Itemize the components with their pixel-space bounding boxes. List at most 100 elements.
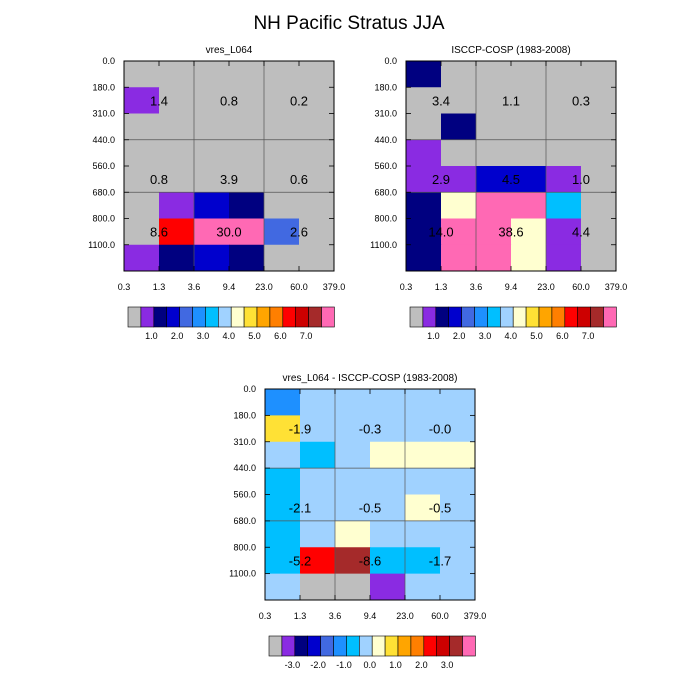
x-tick-label: 3.6	[470, 282, 483, 292]
heatmap-cell	[476, 113, 512, 141]
colorbar-swatch	[308, 306, 322, 328]
colorbar-label: 6.0	[556, 331, 569, 341]
x-tick-label: 379.0	[323, 282, 346, 292]
heatmap-cell	[441, 218, 477, 246]
y-tick-label: 680.0	[374, 187, 397, 197]
colorbar-label: 3.0	[441, 660, 454, 670]
colorbar-swatch	[269, 306, 284, 328]
colorbar-label: 7.0	[300, 331, 313, 341]
heatmap-cell	[229, 139, 265, 167]
x-tick-label: 1.3	[294, 611, 307, 621]
cell-value-label: -0.0	[429, 422, 451, 437]
heatmap-title: vres_L064 - ISCCP-COSP (1983-2008)	[283, 373, 458, 384]
heatmap-cell	[370, 441, 406, 469]
heatmap-cell	[370, 494, 406, 522]
heatmap-cell	[405, 441, 441, 469]
cell-value-label: -5.2	[289, 553, 311, 568]
y-tick-label: 180.0	[374, 82, 397, 92]
heatmap-cell	[124, 218, 160, 246]
cell-value-label: -0.5	[429, 501, 451, 516]
heatmap-cell	[335, 389, 371, 416]
y-tick-label: 800.0	[92, 214, 115, 224]
cell-value-label: 1.4	[150, 93, 168, 108]
heatmap-cell	[299, 244, 335, 272]
heatmap-cell	[546, 113, 582, 141]
heatmap-cell	[406, 139, 442, 167]
heatmap-cell	[476, 244, 512, 272]
colorbar-swatch	[256, 306, 271, 328]
y-tick-label: 440.0	[374, 135, 397, 145]
cell-value-label: 1.0	[572, 172, 590, 187]
colorbar-swatch	[179, 306, 193, 328]
heatmap-cell	[511, 139, 547, 167]
heatmap-cell	[264, 192, 300, 219]
heatmap-cell	[194, 113, 230, 141]
x-tick-label: 9.4	[364, 611, 377, 621]
heatmap-vres: vres_L064 0.3 1.3 3.6 9.4 23.0 60.0 379.0 0.0 180…	[88, 45, 345, 341]
cell-value-label: 14.0	[428, 225, 453, 240]
heatmap-cell	[581, 244, 617, 272]
heatmap-cell	[511, 87, 547, 114]
heatmap-cell	[159, 166, 195, 193]
heatmap-cell	[159, 218, 195, 246]
cell-value-label: 3.4	[432, 93, 450, 108]
heatmap-cell	[441, 244, 477, 272]
heatmap-cell	[265, 573, 301, 601]
colorbar-swatch	[423, 635, 437, 657]
heatmap-cell	[335, 494, 371, 522]
heatmap-cell	[511, 192, 547, 219]
heatmap-cell	[335, 441, 371, 469]
x-tick-label: 379.0	[605, 282, 628, 292]
heatmap-cell	[299, 192, 335, 219]
heatmap-cell	[229, 244, 265, 272]
x-tick-label: 60.0	[290, 282, 308, 292]
y-tick-label: 310.0	[374, 109, 397, 119]
x-tick-label: 23.0	[255, 282, 273, 292]
colorbar-label: 5.0	[530, 331, 543, 341]
colorbar-label: 4.0	[222, 331, 235, 341]
cell-value-label: -0.3	[359, 422, 381, 437]
x-tick-label: 60.0	[431, 611, 449, 621]
y-tick-label: 440.0	[233, 463, 256, 473]
colorbar-swatch	[166, 306, 180, 328]
colorbar-label: -2.0	[310, 660, 326, 670]
x-tick-label: 0.3	[118, 282, 131, 292]
colorbar-swatch	[243, 306, 258, 328]
heatmap-cell	[124, 192, 160, 219]
colorbar-swatch	[462, 635, 476, 657]
heatmap-cell	[370, 389, 406, 416]
heatmap-cell	[440, 573, 476, 601]
heatmap-cell	[405, 468, 441, 496]
colorbar-label: 1.0	[427, 331, 440, 341]
x-tick-label: 0.3	[259, 611, 272, 621]
colorbar-label: 7.0	[582, 331, 595, 341]
cell-value-label: 2.9	[432, 172, 450, 187]
y-tick-label: 680.0	[92, 187, 115, 197]
y-tick-label: 800.0	[233, 542, 256, 552]
heatmap-cell	[264, 61, 300, 88]
heatmap-diff: vres_L064 - ISCCP-COSP (1983-2008) 0.3 1.3…	[229, 373, 486, 670]
colorbar-swatch	[512, 306, 527, 328]
heatmap-cell	[440, 494, 476, 522]
cell-value-label: 4.5	[502, 172, 520, 187]
heatmap-cell	[335, 573, 371, 601]
heatmap-cell	[405, 520, 441, 548]
colorbar-label: 4.0	[504, 331, 517, 341]
colorbar-swatch	[218, 306, 232, 328]
heatmap-cell	[124, 61, 160, 88]
heatmap-cell	[194, 87, 230, 114]
colorbar-swatch	[384, 635, 399, 657]
heatmap-cell	[265, 547, 301, 575]
heatmap-cell	[265, 441, 301, 469]
heatmap-cell	[441, 139, 477, 167]
heatmap-cell	[300, 468, 336, 496]
colorbar-label: -1.0	[336, 660, 352, 670]
heatmap-cell	[511, 166, 547, 193]
colorbar-swatch	[474, 306, 488, 328]
figure-title: NH Pacific Stratus JJA	[253, 13, 444, 34]
heatmap-cell	[159, 192, 195, 219]
cell-value-label: -8.6	[359, 553, 381, 568]
heatmap-cell	[440, 441, 476, 469]
colorbar-swatch	[192, 306, 206, 328]
